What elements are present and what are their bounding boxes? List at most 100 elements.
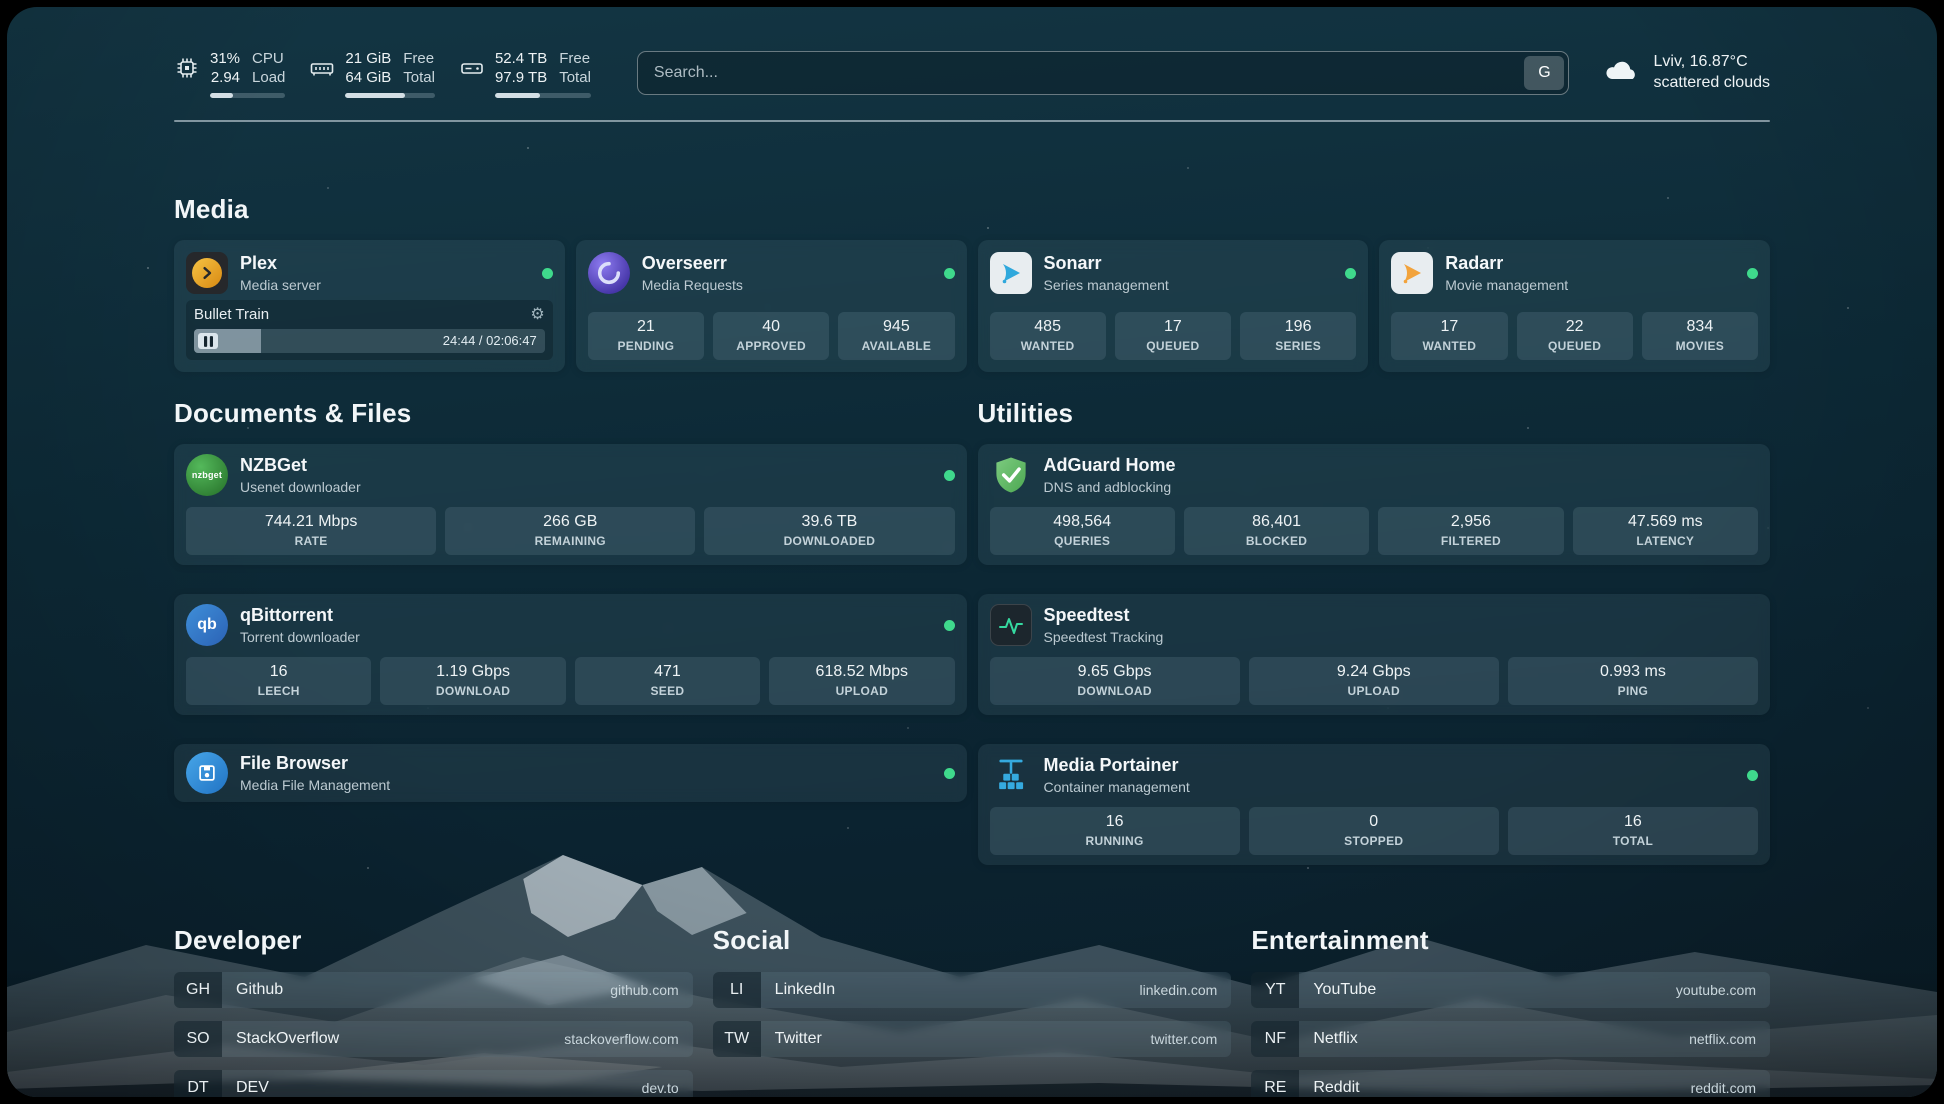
status-dot [944,268,955,279]
nzbget-card[interactable]: nzbget NZBGet Usenet downloader [174,444,967,565]
search-provider-button[interactable]: G [1524,56,1564,90]
service-name: qBittorrent [240,605,360,626]
stat-latency: 47.569 ms LATENCY [1573,507,1758,555]
stat-blocked: 86,401 BLOCKED [1184,507,1369,555]
memory-progress-fill [345,93,405,98]
bookmark-stackoverflow[interactable]: SO StackOverflow stackoverflow.com [174,1021,693,1057]
bookmark-abbr: DT [174,1070,222,1097]
bookmark-abbr: RE [1251,1070,1299,1097]
speedtest-card[interactable]: Speedtest Speedtest Tracking 9.65 Gbps D… [978,594,1771,715]
service-name: NZBGet [240,455,361,476]
nzbget-icon: nzbget [186,454,228,496]
stat-download: 9.65 Gbps DOWNLOAD [990,657,1240,705]
stat-queued: 17 QUEUED [1115,312,1231,360]
cpu-label-2: Load [252,68,285,87]
plex-card[interactable]: Plex Media server Bullet Train ⚙ [174,240,565,372]
stat-approved: 40 APPROVED [713,312,829,360]
bookmark-abbr: TW [713,1021,761,1057]
status-dot [1747,268,1758,279]
radarr-card[interactable]: Radarr Movie management 17 WANTED 2 [1379,240,1770,372]
bookmark-reddit[interactable]: RE Reddit reddit.com [1251,1070,1770,1097]
service-name: Radarr [1445,253,1568,274]
search-bar: G [637,51,1570,95]
bookmark-github[interactable]: GH Github github.com [174,972,693,1008]
cpu-chip-icon [174,55,200,98]
stat-movies: 834 MOVIES [1642,312,1758,360]
stat-downloaded: 39.6 TB DOWNLOADED [704,507,954,555]
weather-widget: Lviv, 16.87°C scattered clouds [1603,51,1770,93]
sonarr-icon [990,252,1032,294]
section-documents: Documents & Files nzbget NZBGet Usenet d… [174,398,967,865]
qbittorrent-card[interactable]: qb qBittorrent Torrent downloader [174,594,967,715]
service-name: Speedtest [1044,605,1164,626]
service-description: Usenet downloader [240,479,361,495]
bookmark-dev[interactable]: DT DEV dev.to [174,1070,693,1097]
service-description: Media server [240,277,321,293]
search-input[interactable] [638,64,1525,82]
memory-label-1: Free [403,49,435,68]
header-divider [174,120,1770,122]
stat-rate: 744.21 Mbps RATE [186,507,436,555]
section-title-developer: Developer [174,925,693,956]
portainer-card[interactable]: Media Portainer Container management 16 … [978,744,1771,865]
dashboard-screen: 31% 2.94 CPU Load [0,0,1944,1104]
service-description: Speedtest Tracking [1044,629,1164,645]
bookmarks-developer: Developer GH Github github.com SO StackO… [174,925,693,1097]
bookmark-linkedin[interactable]: LI LinkedIn linkedin.com [713,972,1232,1008]
cloud-icon [1603,55,1641,89]
stat-leech: 16 LEECH [186,657,371,705]
bookmark-name: YouTube [1313,981,1376,999]
pause-icon[interactable] [198,333,218,349]
disk-total: 97.9 TB [495,68,547,87]
playback-time: 24:44 / 02:06:47 [443,329,537,353]
bookmark-name: Reddit [1313,1079,1359,1097]
bookmark-abbr: SO [174,1021,222,1057]
section-media: Media [174,194,1770,372]
bookmark-url: twitter.com [1150,1031,1217,1047]
bookmark-abbr: YT [1251,972,1299,1008]
section-title-entertainment: Entertainment [1251,925,1770,956]
bookmark-url: youtube.com [1676,982,1756,998]
section-title-documents: Documents & Files [174,398,967,429]
service-description: Media Requests [642,277,743,293]
plex-now-playing: Bullet Train ⚙ 24:44 / 02:06:47 [186,300,553,360]
service-name: Sonarr [1044,253,1169,274]
stat-series: 196 SERIES [1240,312,1356,360]
service-name: File Browser [240,753,390,774]
cpu-label-1: CPU [252,49,285,68]
service-description: Movie management [1445,277,1568,293]
service-description: Torrent downloader [240,629,360,645]
stat-queued: 22 QUEUED [1517,312,1633,360]
stat-pending: 21 PENDING [588,312,704,360]
portainer-icon [990,754,1032,796]
cpu-widget: 31% 2.94 CPU Load [174,49,285,98]
disk-progress-track [495,93,591,98]
disk-icon [459,55,485,98]
weather-location: Lviv, 16.87°C [1653,51,1770,72]
memory-icon [309,55,335,98]
stat-upload: 9.24 Gbps UPLOAD [1249,657,1499,705]
sonarr-card[interactable]: Sonarr Series management 485 WANTED [978,240,1369,372]
bookmark-url: netflix.com [1689,1031,1756,1047]
playback-progress-bar[interactable]: 24:44 / 02:06:47 [194,329,545,353]
gear-icon[interactable]: ⚙ [530,307,544,323]
service-name: Overseerr [642,253,743,274]
adguard-card[interactable]: AdGuard Home DNS and adblocking 498,564 … [978,444,1771,565]
section-title-social: Social [713,925,1232,956]
status-dot [944,620,955,631]
radarr-icon [1391,252,1433,294]
section-utilities: Utilities [978,398,1771,865]
bookmark-netflix[interactable]: NF Netflix netflix.com [1251,1021,1770,1057]
bookmark-youtube[interactable]: YT YouTube youtube.com [1251,972,1770,1008]
stat-stopped: 0 STOPPED [1249,807,1499,855]
stat-wanted: 17 WANTED [1391,312,1507,360]
weather-condition: scattered clouds [1653,72,1770,93]
stat-ping: 0.993 ms PING [1508,657,1758,705]
filebrowser-card[interactable]: File Browser Media File Management [174,744,967,802]
bookmarks-entertainment: Entertainment YT YouTube youtube.com NF … [1251,925,1770,1097]
overseerr-card[interactable]: Overseerr Media Requests 21 PENDING [576,240,967,372]
memory-free: 21 GiB [345,49,391,68]
bookmark-abbr: LI [713,972,761,1008]
bookmark-twitter[interactable]: TW Twitter twitter.com [713,1021,1232,1057]
wallpaper: 31% 2.94 CPU Load [7,7,1937,1097]
